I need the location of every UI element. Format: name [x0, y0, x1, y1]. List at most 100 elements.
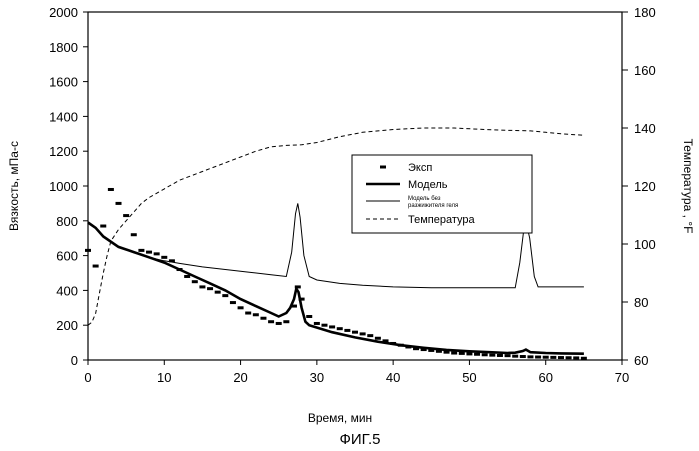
data-point: [85, 248, 91, 252]
data-point: [207, 287, 214, 291]
x-tick-label: 30: [310, 370, 324, 385]
data-point: [199, 285, 206, 289]
data-point: [222, 294, 229, 298]
data-point: [550, 355, 557, 359]
data-point: [451, 351, 458, 355]
data-point: [306, 315, 313, 318]
y-left-tick-label: 200: [56, 318, 78, 333]
y-left-tick-label: 1200: [49, 144, 78, 159]
data-point: [420, 348, 427, 352]
y-left-tick-label: 1600: [49, 75, 78, 90]
y-right-tick-label: 180: [634, 5, 656, 20]
data-point: [352, 330, 358, 334]
ticks: 0 10 20 30 40 50 60 70 0 200 400 600 800 1000 1200 1400…: [49, 5, 656, 385]
data-point: [283, 320, 290, 324]
y-right-tick-label: 80: [634, 295, 648, 310]
data-point: [123, 214, 130, 218]
data-point: [557, 356, 564, 360]
data-point: [573, 356, 580, 360]
legend-label: Модель: [408, 179, 448, 191]
y-left-tick-label: 400: [56, 283, 78, 298]
y-left-tick-label: 0: [71, 353, 78, 368]
data-point: [535, 355, 542, 359]
data-point: [268, 320, 275, 324]
x-axis-title: Время, мин: [308, 411, 372, 425]
y-left-tick-label: 1800: [49, 40, 78, 55]
y-axis-left-title: Вязкость, мПа-с: [7, 141, 21, 231]
x-tick-label: 0: [84, 370, 91, 385]
data-point: [184, 274, 191, 278]
data-point: [336, 327, 343, 331]
data-point: [489, 353, 496, 357]
data-point: [130, 233, 137, 237]
data-point: [229, 301, 236, 305]
x-tick-label: 20: [233, 370, 247, 385]
y-right-tick-label: 100: [634, 237, 656, 252]
x-tick-label: 60: [538, 370, 552, 385]
y-axis-right-title: Температура , °F: [681, 139, 695, 234]
y-left-tick-label: 1000: [49, 179, 78, 194]
data-point: [252, 313, 259, 317]
figure-label: ФИГ.5: [340, 431, 381, 448]
series-2-line: [87, 221, 584, 355]
data-point: [504, 354, 511, 358]
y-left-tick-label: 800: [56, 214, 78, 229]
data-point: [359, 332, 366, 336]
series-1-markers: [85, 187, 587, 360]
data-point: [168, 259, 175, 263]
data-point: [496, 353, 503, 357]
data-point: [512, 354, 519, 358]
data-point: [413, 347, 420, 351]
x-tick-label: 50: [462, 370, 476, 385]
data-point: [191, 280, 198, 284]
data-point: [138, 248, 145, 252]
data-point: [428, 348, 435, 352]
data-point: [92, 264, 99, 268]
data-point: [474, 352, 481, 356]
data-point: [100, 224, 107, 228]
data-point: [367, 334, 374, 338]
data-point: [298, 297, 305, 301]
y-left-tick-label: 600: [56, 249, 78, 264]
data-point: [435, 349, 442, 353]
data-point: [237, 306, 244, 310]
data-point: [107, 187, 114, 191]
y-left-tick-label: 1400: [49, 109, 78, 124]
x-tick-label: 40: [386, 370, 400, 385]
data-point: [275, 321, 282, 325]
x-tick-label: 10: [157, 370, 171, 385]
data-point: [115, 201, 122, 205]
x-tick-label: 70: [615, 370, 629, 385]
data-point: [153, 252, 160, 256]
y-right-tick-label: 160: [634, 63, 656, 78]
data-point: [527, 355, 534, 359]
data-point: [481, 353, 488, 357]
data-point: [542, 355, 549, 359]
data-point: [161, 255, 168, 259]
data-point: [290, 304, 297, 308]
data-point: [382, 339, 389, 343]
data-point: [214, 290, 221, 294]
data-point: [313, 321, 320, 325]
legend-marker: [380, 165, 386, 169]
series-4-line: [87, 127, 584, 326]
data-point: [519, 355, 526, 359]
data-point: [344, 328, 351, 332]
data-point: [146, 250, 153, 254]
legend: Эксп Модель Модель без разжижителя геля Темп…: [351, 154, 533, 234]
data-point: [565, 356, 572, 360]
data-point: [245, 311, 252, 315]
data-point: [443, 350, 450, 354]
data-point: [294, 285, 301, 289]
y-right-tick-label: 60: [634, 353, 648, 368]
data-point: [329, 325, 336, 329]
data-point: [580, 356, 587, 360]
data-point: [466, 352, 473, 356]
y-left-tick-label: 2000: [49, 5, 78, 20]
data-point: [321, 323, 328, 327]
legend-label: Эксп: [408, 162, 432, 174]
y-right-tick-label: 120: [634, 179, 656, 194]
data-point: [374, 336, 381, 340]
legend-label: Температура: [408, 214, 476, 226]
